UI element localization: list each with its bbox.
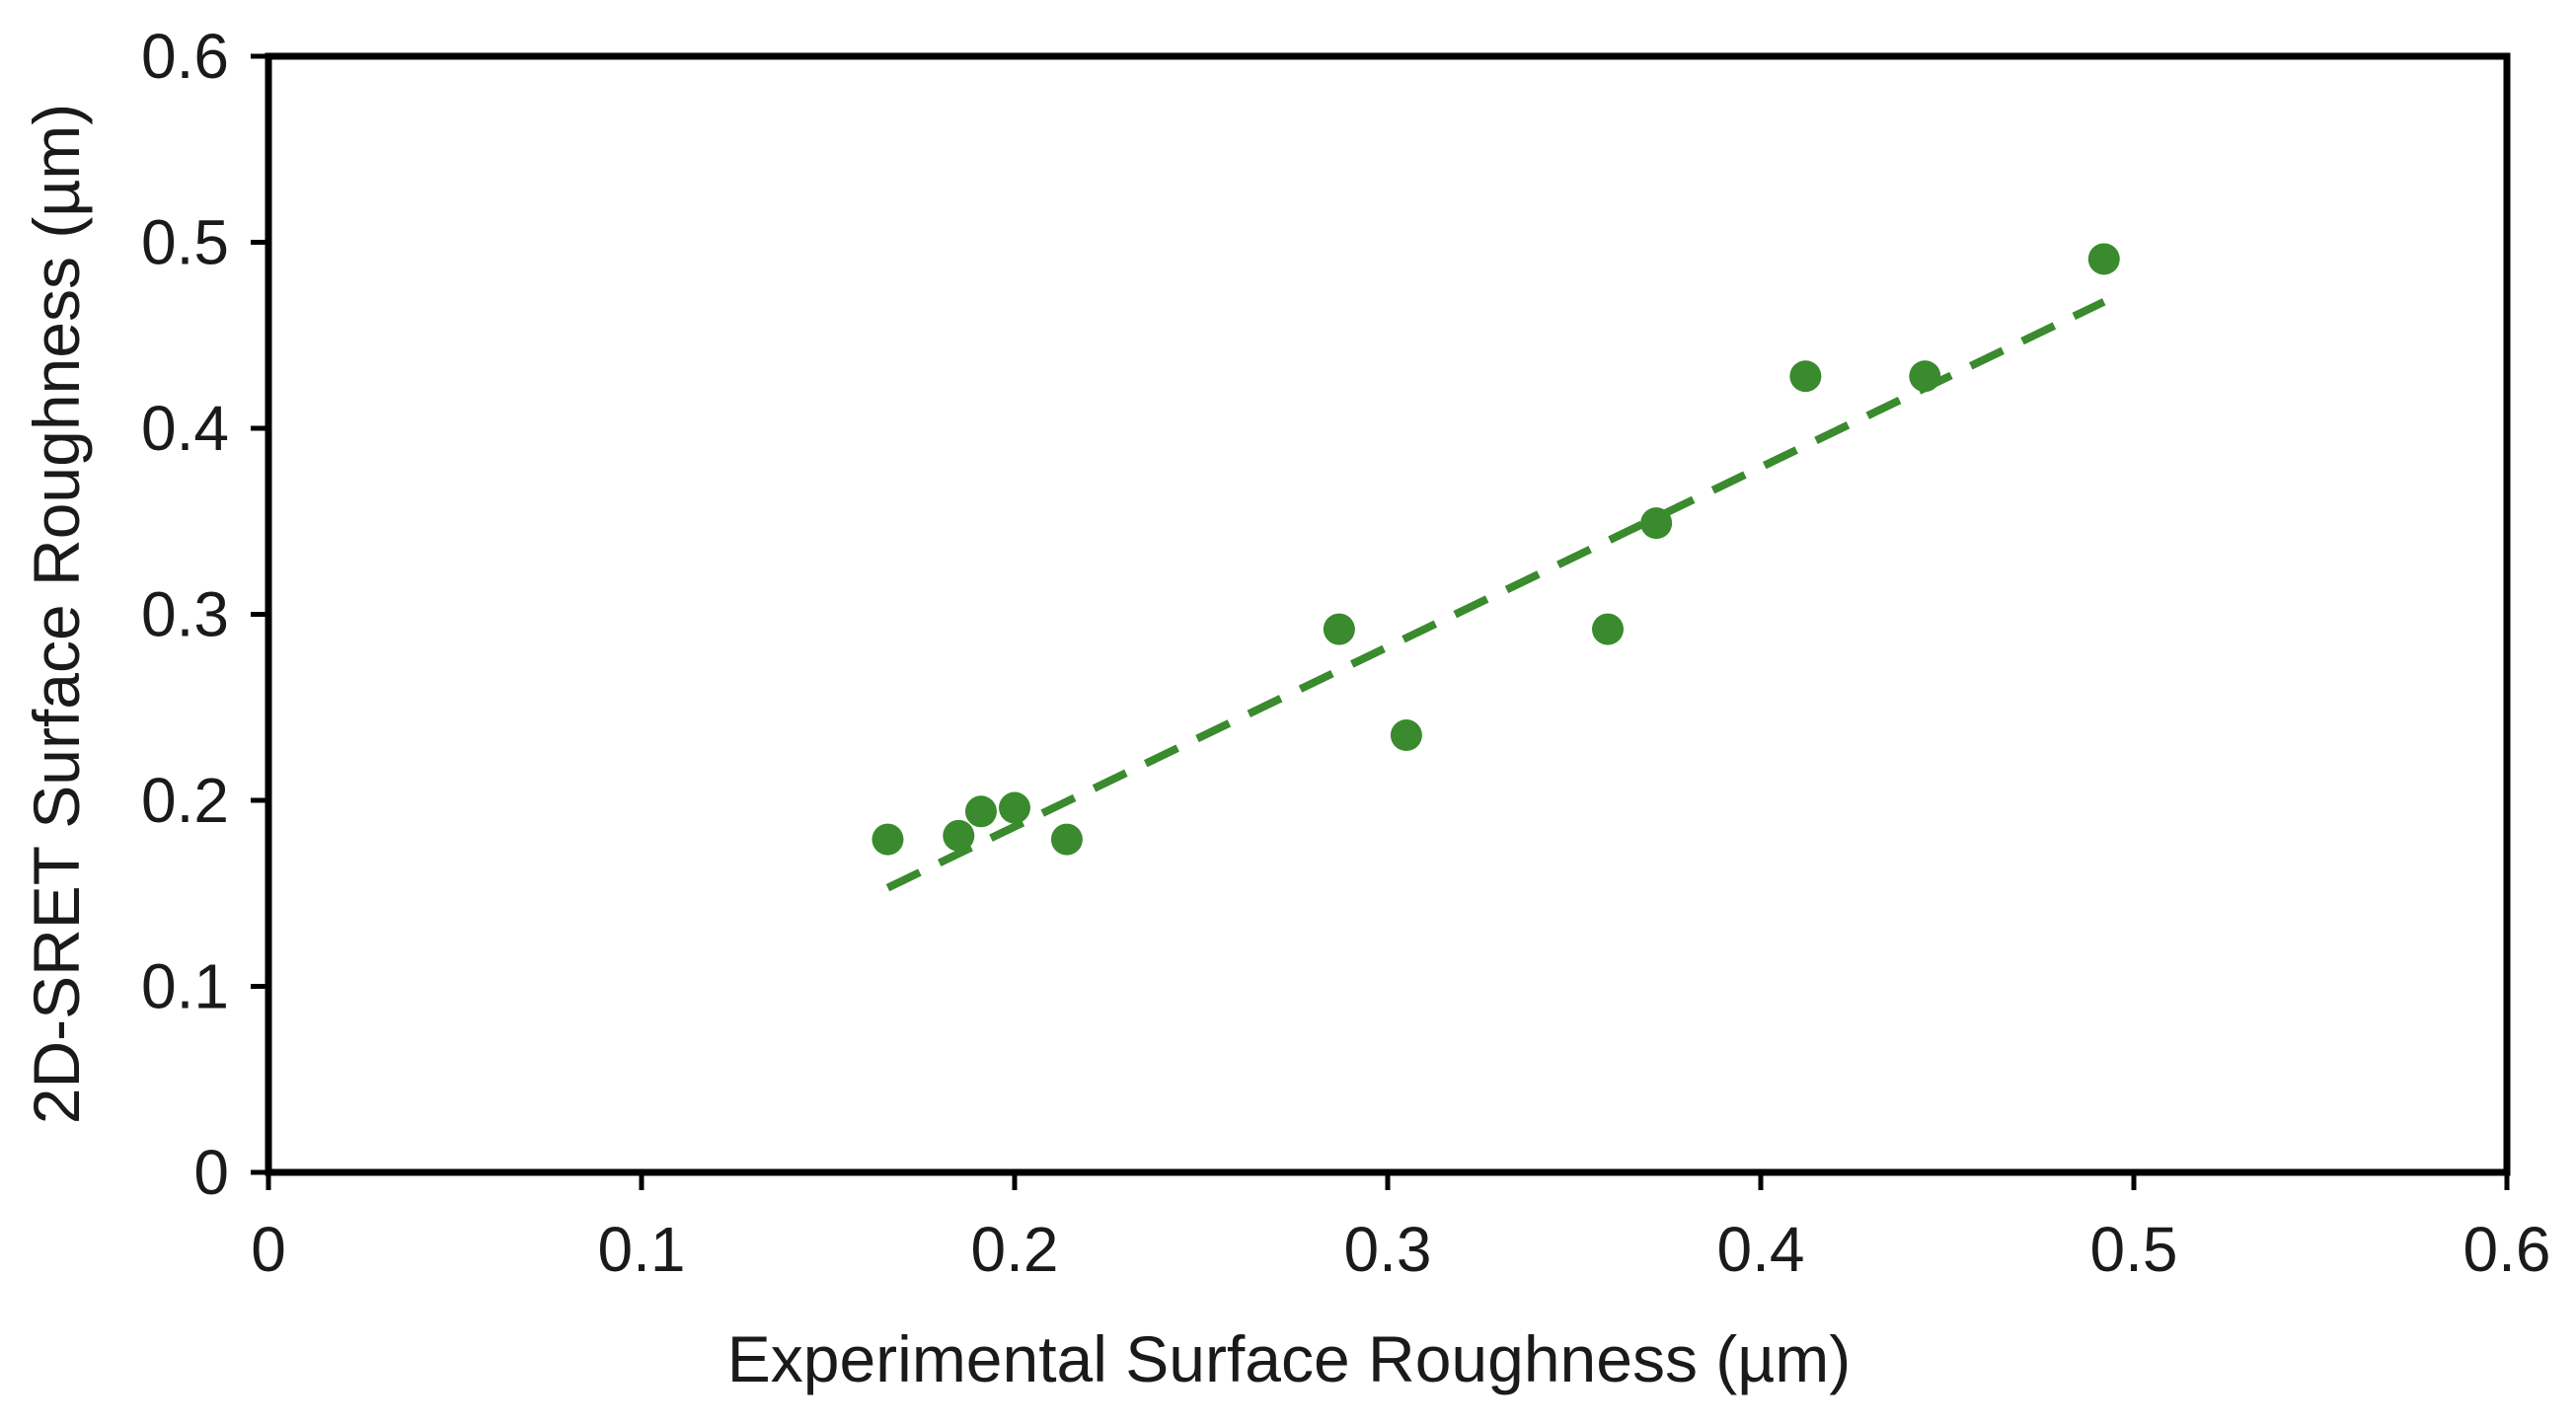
data-point [999,791,1030,824]
plot-area [265,52,2511,1176]
data-point [871,823,904,856]
y-tick-label: 0.2 [141,765,229,836]
y-tick-label: 0.5 [141,207,229,278]
y-axis-ticks: 0 0.1 0.2 0.3 0.4 0.5 0.6 [141,21,268,1208]
y-tick-label: 0.6 [141,21,229,92]
x-tick-label: 0.5 [2090,1214,2178,1285]
x-axis-ticks: 0 0.1 0.2 0.3 0.4 0.5 0.6 [251,1172,2550,1285]
data-point [1390,719,1422,752]
y-axis-title: 2D-SRET Surface Roughness (µm) [20,104,93,1125]
data-point [964,795,997,828]
data-point [1323,613,1355,645]
data-point [1789,360,1822,393]
x-tick-label: 0 [251,1214,286,1285]
data-point [2087,243,2120,275]
data-point [943,819,975,852]
data-point [1909,360,1941,393]
x-tick-label: 0.2 [971,1214,1059,1285]
data-point [1592,613,1625,645]
y-tick-label: 0 [193,1137,229,1208]
y-tick-label: 0.3 [141,579,229,650]
x-axis-title: Experimental Surface Roughness (µm) [727,1322,1852,1395]
x-tick-label: 0.3 [1344,1214,1432,1285]
y-tick-label: 0.4 [141,393,229,464]
data-point [1050,823,1083,856]
data-points [871,243,2120,856]
y-tick-label: 0.1 [141,951,229,1022]
data-point [1640,507,1673,540]
x-tick-label: 0.1 [598,1214,686,1285]
x-tick-label: 0.4 [1717,1214,1805,1285]
x-tick-label: 0.6 [2463,1214,2551,1285]
